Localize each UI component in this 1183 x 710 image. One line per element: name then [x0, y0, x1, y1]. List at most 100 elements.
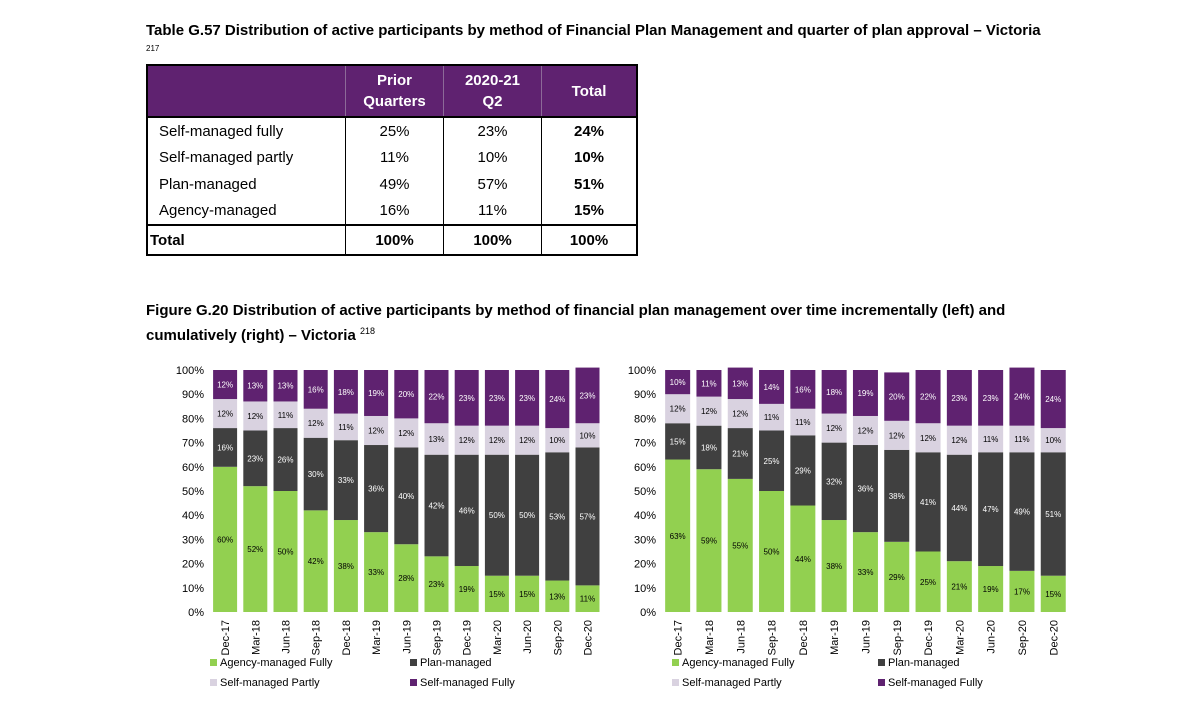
data-label: 60%: [217, 535, 233, 544]
legend-swatch: [410, 659, 417, 666]
bar-segment: [273, 428, 298, 491]
data-label: 11%: [701, 379, 716, 388]
bar-segment: [303, 437, 328, 511]
data-label: 63%: [670, 532, 686, 541]
row-total: 24%: [541, 117, 638, 145]
x-tick-label: Sep-19: [432, 620, 444, 655]
data-label: 19%: [459, 585, 475, 594]
bar-segment: [727, 399, 753, 429]
x-tick-label: Dec-20: [583, 620, 595, 655]
y-tick-label: 50%: [182, 486, 204, 498]
data-label: 10%: [549, 436, 565, 445]
table-total-row: Total 100% 100% 100%: [146, 224, 638, 256]
data-label: 15%: [519, 590, 535, 599]
header-line: Q2: [482, 93, 503, 110]
bar-segment: [665, 370, 691, 395]
bar-segment: [243, 370, 268, 402]
data-label: 24%: [549, 395, 565, 404]
data-label: 13%: [277, 382, 293, 391]
y-tick-label: 90%: [634, 389, 656, 401]
data-label: 19%: [983, 585, 999, 594]
bar-segment: [915, 452, 941, 552]
table-header-blank: [146, 64, 346, 118]
y-tick-label: 60%: [634, 462, 656, 474]
bar-segment: [213, 399, 238, 429]
table-row: Plan-managed 49% 57% 51%: [146, 171, 638, 198]
data-label: 23%: [519, 394, 535, 403]
y-tick-label: 10%: [634, 583, 656, 595]
header-line: Prior: [376, 72, 412, 89]
data-label: 10%: [1045, 436, 1061, 445]
data-label: 11%: [580, 595, 595, 604]
bar-segment: [915, 370, 941, 424]
data-label: 12%: [826, 424, 842, 433]
bar-segment: [364, 415, 389, 446]
data-label: 22%: [920, 393, 936, 402]
x-tick-label: Dec-20: [1048, 620, 1060, 655]
row-q2: 11%: [443, 197, 542, 225]
x-tick-label: Dec-18: [341, 620, 353, 655]
bar-segment: [790, 435, 816, 506]
bar-segment: [484, 370, 509, 426]
bar-segment: [884, 420, 910, 450]
legend-swatch: [878, 679, 885, 686]
bar-segment: [884, 372, 910, 421]
bar-segment: [454, 425, 479, 455]
x-tick-label: Dec-17: [673, 620, 685, 655]
bar-segment: [575, 585, 600, 612]
bar-segment: [1009, 570, 1035, 612]
bar-segment: [821, 413, 847, 443]
bar-segment: [333, 440, 358, 521]
y-tick-label: 0%: [188, 607, 204, 619]
data-label: 18%: [826, 388, 842, 397]
bar-segment: [852, 370, 878, 416]
bar-segment: [978, 452, 1004, 567]
y-tick-label: 40%: [634, 510, 656, 522]
bar-segment: [727, 367, 753, 400]
bar-segment: [575, 367, 600, 424]
header-line: Quarters: [363, 93, 426, 110]
data-label: 12%: [920, 434, 936, 443]
data-label: 50%: [489, 511, 505, 520]
table-header-q2: 2020-21 Q2: [443, 64, 542, 118]
x-tick-label: Jun-19: [860, 620, 872, 654]
data-label: 12%: [308, 419, 324, 428]
bar-segment: [915, 551, 941, 612]
data-label: 11%: [278, 411, 293, 420]
data-label: 12%: [398, 429, 414, 438]
x-tick-label: Sep-18: [767, 620, 779, 655]
data-label: 13%: [549, 592, 565, 601]
data-label: 10%: [579, 431, 595, 440]
bar-segment: [243, 430, 268, 487]
data-label: 17%: [1014, 587, 1030, 596]
bar-segment: [946, 370, 972, 426]
bar-segment: [790, 505, 816, 612]
bar-segment: [515, 454, 540, 576]
x-tick-label: Jun-20: [986, 620, 998, 654]
data-label: 11%: [1014, 435, 1029, 444]
legend-swatch: [410, 679, 417, 686]
data-label: 25%: [764, 457, 780, 466]
data-label: 23%: [459, 394, 475, 403]
bar-segment: [545, 370, 570, 429]
data-label: 55%: [732, 541, 748, 550]
data-label: 50%: [277, 548, 293, 557]
y-tick-label: 80%: [634, 413, 656, 425]
bar-segment: [424, 556, 449, 612]
bar-segment: [759, 403, 785, 431]
row-q2: 23%: [443, 117, 542, 145]
data-label: 12%: [217, 410, 233, 419]
bar-segment: [884, 449, 910, 542]
data-label: 59%: [701, 537, 717, 546]
legend-swatch: [210, 659, 217, 666]
bar-segment: [454, 454, 479, 567]
data-label: 42%: [428, 502, 444, 511]
legend-swatch: [878, 659, 885, 666]
data-label: 16%: [795, 385, 811, 394]
bar-segment: [727, 428, 753, 479]
bar-segment: [946, 454, 972, 562]
bar-segment: [1040, 428, 1066, 453]
data-label: 41%: [920, 498, 936, 507]
total-label: Total: [146, 224, 346, 256]
data-label: 19%: [368, 389, 384, 398]
